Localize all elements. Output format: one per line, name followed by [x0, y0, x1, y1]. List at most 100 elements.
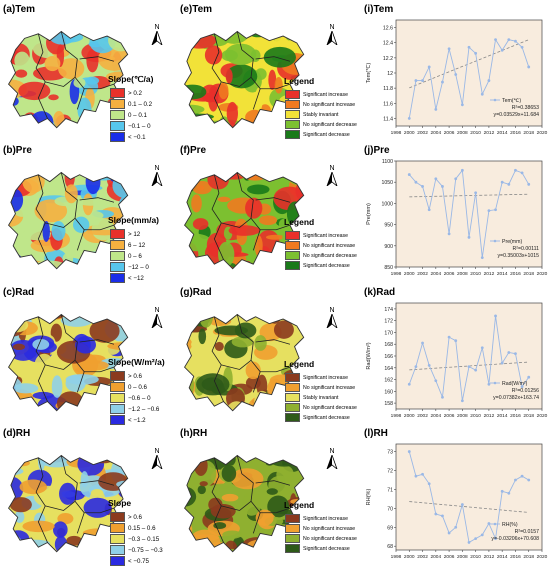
- x-tick-label: 1998: [391, 413, 402, 419]
- data-point: [434, 107, 438, 111]
- x-tick-label: 2014: [497, 271, 508, 277]
- legend-swatch: [110, 251, 125, 261]
- x-tick-label: 2000: [404, 554, 415, 560]
- legend-marker: [493, 381, 497, 385]
- panel-label: (c)Rad: [3, 287, 35, 298]
- data-point: [414, 474, 418, 478]
- data-point: [500, 361, 504, 365]
- y-tick-label: 850: [384, 265, 393, 271]
- x-tick-label: 2008: [457, 554, 468, 560]
- legend-text: Rad(W/m²): [502, 381, 528, 387]
- legend-entry: No significant decrease: [285, 251, 357, 260]
- y-axis-label: RH(%): [366, 488, 372, 505]
- legend-entry: Significant increase: [285, 90, 348, 99]
- legend-entry: −0.3 – 0.15: [110, 534, 159, 544]
- x-tick-label: 2002: [417, 271, 428, 277]
- legend-swatch: [285, 241, 300, 250]
- legend-entry: > 0.6: [110, 371, 142, 381]
- slope-map: [8, 30, 129, 129]
- legend-text: −0.6 – 0: [128, 394, 151, 402]
- x-tick-label: 2002: [417, 130, 428, 136]
- x-tick-label: 2010: [470, 271, 481, 277]
- legend-entry: No significant increase: [285, 241, 355, 250]
- north-arrow-icon: N: [325, 165, 339, 188]
- data-point: [427, 65, 431, 69]
- x-tick-label: 2016: [510, 413, 521, 419]
- x-tick-label: 2012: [484, 554, 495, 560]
- legend-entry: No significant decrease: [285, 120, 357, 129]
- regression-equation-text: y=0.03529x+11.684: [494, 112, 540, 118]
- legend-text: 6 – 12: [128, 241, 146, 249]
- legend-entry: 6 – 12: [110, 240, 145, 250]
- legend-swatch: [110, 556, 125, 566]
- legend-text: −0.3 – 0.15: [128, 535, 160, 543]
- legend-text: No significant decrease: [303, 535, 357, 542]
- legend-text: No significant increase: [303, 101, 356, 108]
- data-point: [460, 168, 464, 172]
- data-point: [421, 185, 424, 188]
- panel-label: (j)Pre: [364, 145, 390, 156]
- north-label: N: [329, 307, 335, 314]
- y-tick-label: 1100: [382, 159, 393, 165]
- data-point: [527, 182, 531, 186]
- y-tick-label: 11.4: [383, 116, 393, 122]
- data-point: [494, 537, 497, 541]
- legend-swatch: [285, 90, 300, 99]
- data-point: [467, 235, 471, 239]
- legend-entry: No significant increase: [285, 383, 355, 392]
- legend-text: Significant decrease: [303, 414, 350, 421]
- legend-text: No significant decrease: [303, 404, 357, 411]
- data-point: [487, 79, 491, 82]
- data-point: [434, 177, 438, 181]
- panel-label: (f)Pre: [180, 145, 207, 156]
- panel-label: (k)Rad: [364, 287, 396, 298]
- legend-text: Pre(mm): [502, 239, 522, 245]
- y-tick-label: 950: [384, 223, 393, 229]
- legend-text: −0.1 – 0: [128, 122, 151, 130]
- y-tick-label: 1050: [381, 180, 393, 186]
- legend-text: Significant increase: [303, 232, 348, 239]
- plot-area: [395, 443, 543, 551]
- north-arrow-icon: N: [325, 307, 339, 330]
- north-label: N: [154, 448, 160, 455]
- legend-text: < −0.75: [128, 557, 149, 565]
- y-tick-label: 164: [384, 366, 393, 372]
- legend-swatch: [110, 534, 125, 544]
- data-point: [447, 335, 451, 339]
- data-point: [407, 117, 411, 120]
- data-point: [454, 525, 458, 529]
- data-point: [467, 45, 471, 49]
- north-label: N: [154, 165, 160, 172]
- legend-text: Significant increase: [303, 91, 348, 98]
- data-point: [474, 537, 478, 541]
- data-point: [421, 472, 424, 476]
- legend-text: 0.15 – 0.6: [128, 524, 156, 532]
- x-tick-label: 2016: [510, 130, 521, 136]
- legend-swatch: [110, 523, 125, 533]
- legend-entry: No significant increase: [285, 100, 355, 109]
- y-tick-label: 68: [387, 544, 393, 550]
- slope-map: [8, 454, 129, 553]
- legend-text: No significant increase: [303, 242, 356, 249]
- legend-swatch: [110, 132, 125, 142]
- data-point: [474, 51, 478, 55]
- legend-marker: [493, 98, 497, 102]
- legend-swatch: [110, 110, 125, 120]
- x-tick-label: 2004: [430, 554, 441, 560]
- north-label: N: [154, 24, 160, 31]
- legend-swatch: [285, 251, 300, 260]
- data-point: [454, 339, 458, 343]
- north-arrow-icon: N: [325, 24, 339, 47]
- legend-swatch: [110, 88, 125, 98]
- legend-text: No significant decrease: [303, 252, 357, 259]
- x-tick-label: 2018: [523, 130, 534, 136]
- legend-entry: Significant decrease: [285, 261, 350, 270]
- x-tick-label: 2006: [444, 554, 455, 560]
- legend-title: Legend: [284, 217, 315, 227]
- panel-label: (g)Rad: [180, 287, 212, 298]
- y-tick-label: 70: [387, 506, 393, 512]
- significance-map: [184, 454, 305, 553]
- legend-swatch: [110, 545, 125, 555]
- data-point: [460, 503, 464, 506]
